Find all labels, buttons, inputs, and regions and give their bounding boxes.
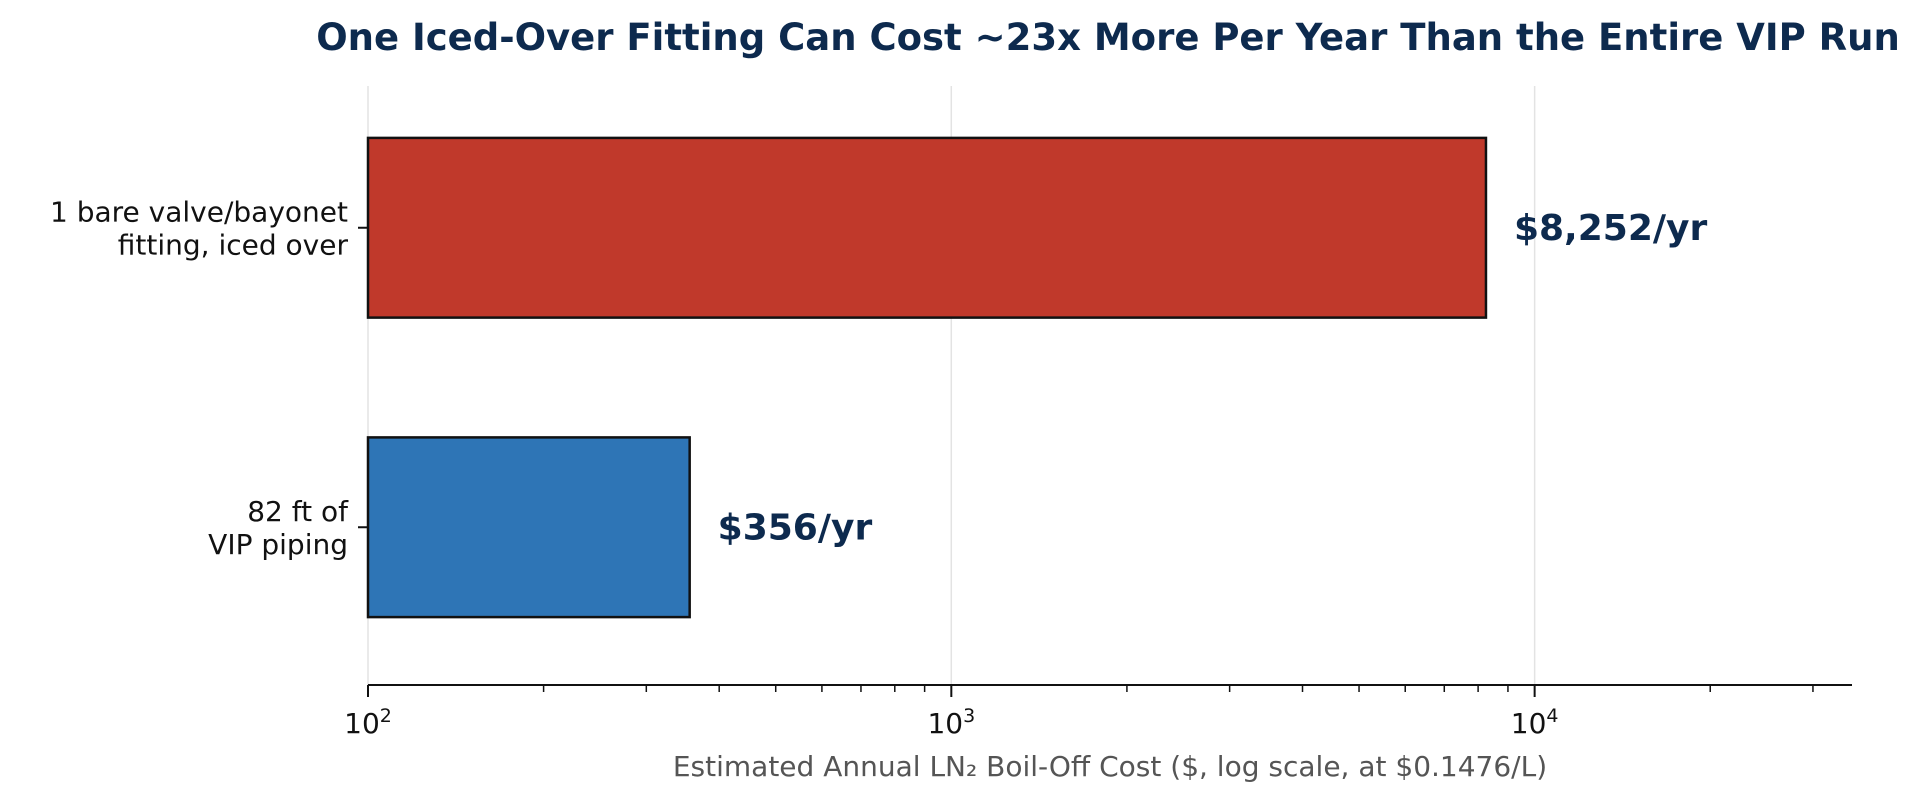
axis-layer bbox=[358, 226, 1852, 697]
x-tick-label: 102 bbox=[344, 705, 392, 740]
bar-value-label: $8,252/yr bbox=[1514, 208, 1708, 249]
chart-title: One Iced-Over Fitting Can Cost ~23x More… bbox=[316, 16, 1900, 59]
x-tick-label: 103 bbox=[927, 705, 975, 740]
x-tick-label: 104 bbox=[1511, 705, 1559, 740]
bar-value-label: $356/yr bbox=[718, 507, 873, 548]
bar-layer bbox=[366, 136, 1488, 619]
category-label: 82 ft of bbox=[247, 495, 349, 528]
category-label: 1 bare valve/bayonet bbox=[50, 195, 348, 228]
bar bbox=[366, 436, 691, 619]
category-label: VIP piping bbox=[208, 528, 348, 561]
bar bbox=[366, 136, 1488, 319]
x-axis-label: Estimated Annual LN₂ Boil-Off Cost ($, l… bbox=[673, 750, 1547, 783]
category-label: fitting, iced over bbox=[118, 228, 349, 261]
